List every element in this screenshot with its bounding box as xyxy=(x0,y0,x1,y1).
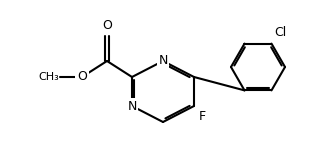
Text: O: O xyxy=(77,70,87,83)
Text: CH₃: CH₃ xyxy=(38,72,59,82)
Text: Cl: Cl xyxy=(274,26,287,39)
Text: F: F xyxy=(199,109,206,122)
Text: O: O xyxy=(102,19,112,32)
Text: N: N xyxy=(158,55,168,67)
Text: N: N xyxy=(127,100,137,112)
